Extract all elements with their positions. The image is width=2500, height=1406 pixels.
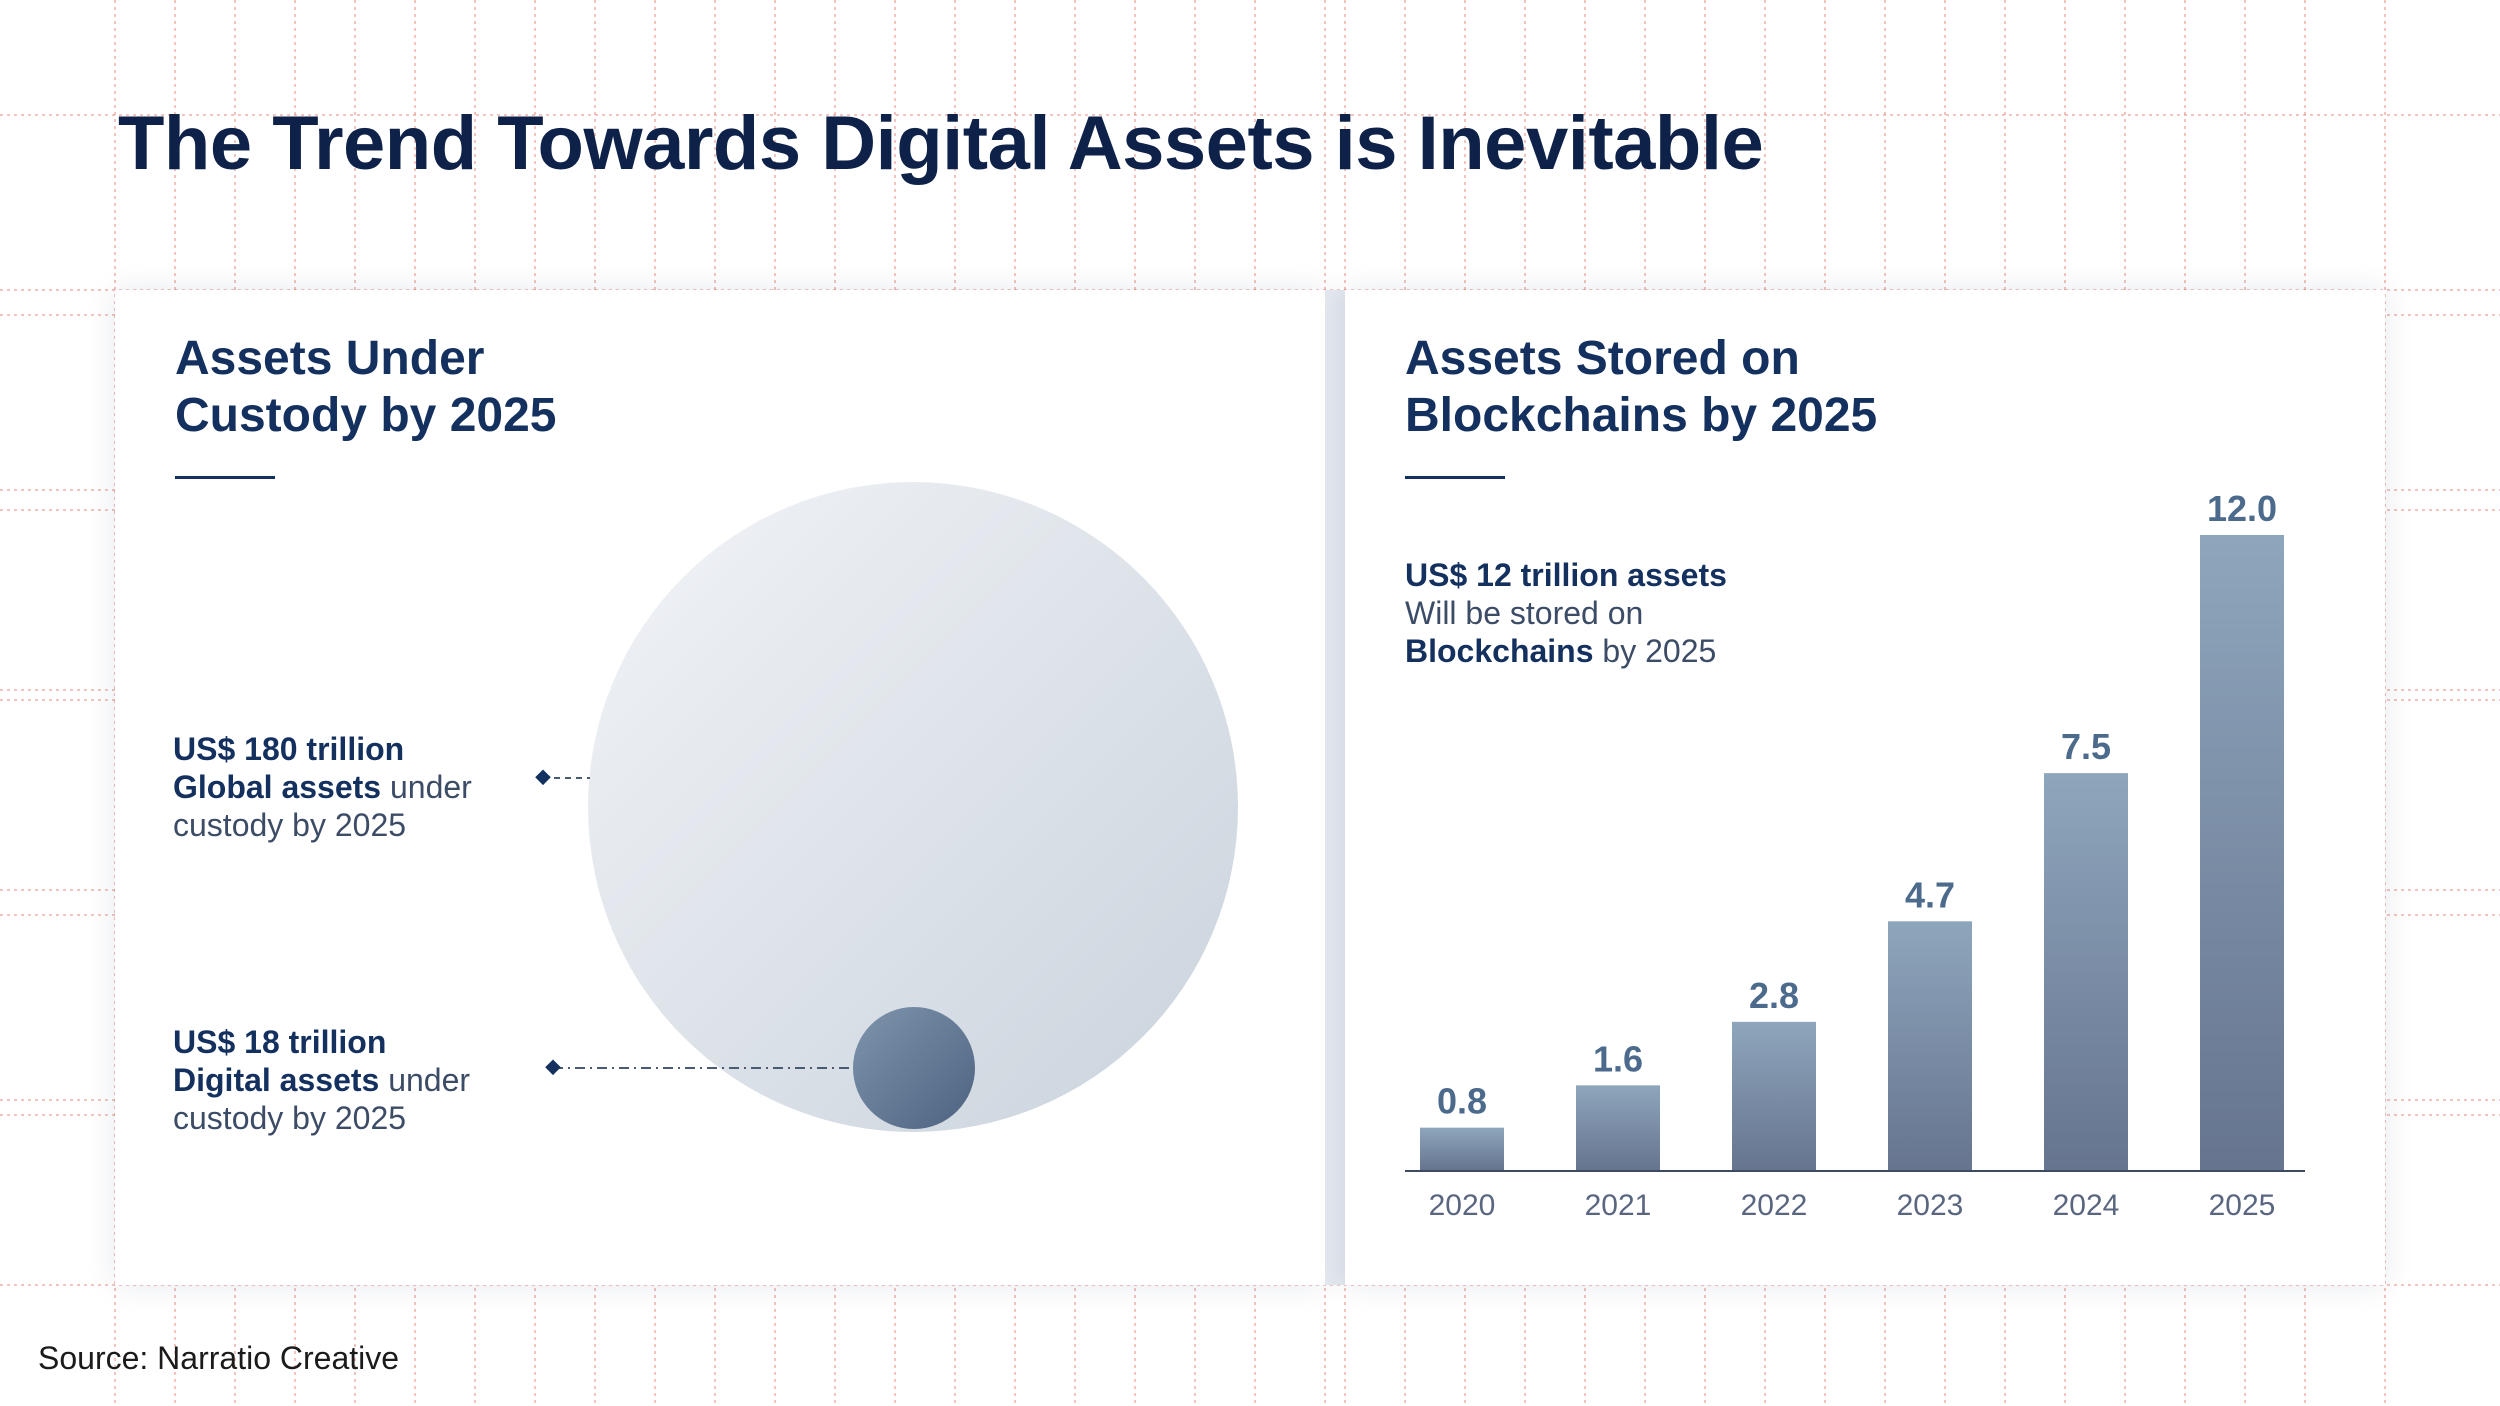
blockchain-note-line2: Will be stored on	[1405, 595, 1644, 631]
global-assets-rest: under	[381, 769, 472, 805]
global-connector-diamond	[535, 769, 551, 786]
panel-divider	[1325, 290, 1345, 1285]
custody-card: Assets Under Custody by 2025 US$ 180 tri…	[115, 290, 1325, 1285]
custody-card-title: Assets Under Custody by 2025	[175, 330, 556, 444]
blockchain-note-line3-rest: by 2025	[1593, 633, 1717, 669]
global-assets-bold: Global assets	[173, 769, 382, 805]
blockchain-note: US$ 12 trillion assets Will be stored on…	[1405, 556, 1727, 670]
source-note: Source: Narratio Creative	[38, 1340, 400, 1376]
blockchain-note-bold: US$ 12 trillion assets	[1405, 557, 1727, 593]
x-tick-label: 2021	[1585, 1189, 1652, 1222]
digital-assets-circle	[853, 1007, 975, 1129]
digital-assets-line3: custody by 2025	[173, 1100, 407, 1136]
digital-assets-annotation: US$ 18 trillion Digital assets under cus…	[173, 1023, 470, 1137]
digital-assets-value: US$ 18 trillion	[173, 1024, 387, 1060]
bar-value-label: 0.8	[1437, 1081, 1487, 1122]
bar-value-label: 12.0	[2207, 488, 2277, 529]
digital-assets-bold: Digital assets	[173, 1062, 380, 1098]
custody-title-line1: Assets Under	[175, 332, 485, 385]
blockchain-card-title: Assets Stored on Blockchains by 2025	[1405, 330, 1877, 444]
global-assets-line3: custody by 2025	[173, 807, 407, 843]
x-tick-label: 2022	[1741, 1189, 1808, 1222]
bar-2021	[1576, 1085, 1660, 1170]
x-tick-label: 2025	[2209, 1189, 2276, 1222]
bar-value-label: 7.5	[2061, 726, 2111, 767]
bar-2020	[1420, 1127, 1504, 1170]
blockchain-title-line1: Assets Stored on	[1405, 332, 1800, 385]
global-assets-value: US$ 180 trillion	[173, 731, 405, 767]
custody-title-underline	[175, 476, 275, 479]
custody-title-line2: Custody by 2025	[175, 389, 557, 442]
global-assets-annotation: US$ 180 trillion Global assets under cus…	[173, 730, 472, 844]
blockchain-title-underline	[1405, 476, 1505, 479]
blockchain-card: Assets Stored on Blockchains by 2025 US$…	[1345, 290, 2385, 1285]
x-tick-label: 2023	[1897, 1189, 1964, 1222]
bar-value-label: 2.8	[1749, 975, 1799, 1016]
bar-2024	[2044, 773, 2128, 1170]
bar-2022	[1732, 1021, 1816, 1170]
x-tick-label: 2020	[1429, 1189, 1496, 1222]
digital-connector-diamond	[545, 1059, 561, 1076]
page-title: The Trend Towards Digital Assets is Inev…	[118, 101, 1764, 186]
x-tick-label: 2024	[2053, 1189, 2120, 1222]
bar-2025	[2200, 535, 2284, 1170]
digital-assets-rest: under	[379, 1062, 471, 1098]
blockchain-title-line2: Blockchains by 2025	[1405, 389, 1878, 442]
blockchain-note-line3-bold: Blockchains	[1405, 633, 1594, 669]
bar-2023	[1888, 921, 1972, 1170]
blockchain-bar-chart: 0.8 2020 1.6 2021 2.8 2022 4.7 2023 7.5 2024 12.0 2…	[1405, 488, 2305, 1222]
bar-value-label: 1.6	[1593, 1038, 1643, 1079]
bar-value-label: 4.7	[1905, 874, 1955, 915]
